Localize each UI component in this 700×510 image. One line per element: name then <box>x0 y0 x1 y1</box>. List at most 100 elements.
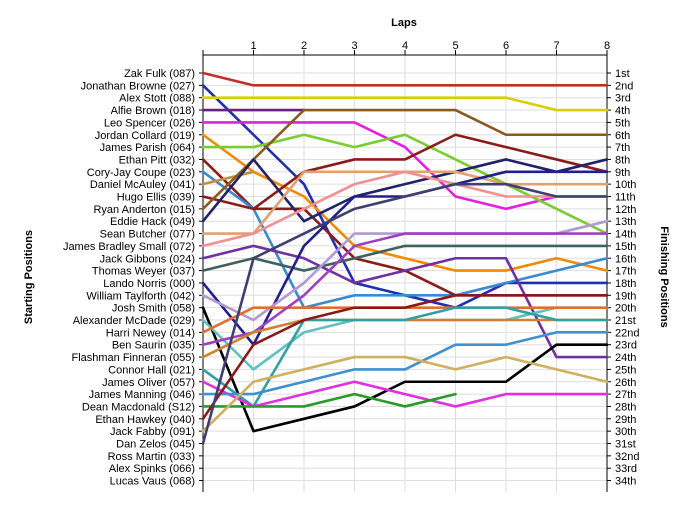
finishing-position-label: 18th <box>615 278 636 290</box>
finishing-position-label: 19th <box>615 290 636 302</box>
finishing-position-label: 1st <box>615 68 630 80</box>
starting-position-label: Ethan Pitt (032) <box>119 154 195 166</box>
finishing-position-label: 31st <box>615 439 636 451</box>
finishing-position-label: 22nd <box>615 327 639 339</box>
x-tick-labels: 1 2 3 4 5 6 7 8 <box>250 40 610 52</box>
finishing-position-label: 4th <box>615 105 630 117</box>
starting-position-label: James Oliver (057) <box>102 377 195 389</box>
finishing-position-label: 32nd <box>615 451 639 463</box>
starting-position-label: James Bradley Small (072) <box>63 241 195 253</box>
x-tick-label: 8 <box>604 40 610 52</box>
starting-position-label: Sean Butcher (077) <box>100 229 195 241</box>
starting-position-label: Connor Hall (021) <box>108 364 195 376</box>
driver-position-line <box>201 232 609 347</box>
finishing-position-label: 28th <box>615 401 636 413</box>
starting-position-label: Cory-Jay Coupe (023) <box>87 167 195 179</box>
starting-position-label: Ethan Hawkey (040) <box>95 414 195 426</box>
driver-position-line <box>201 71 609 87</box>
starting-position-label: Lando Norris (000) <box>103 278 195 290</box>
driver-position-line <box>201 306 609 433</box>
starting-position-label: Eddie Hack (049) <box>110 216 195 228</box>
starting-position-label: Alfie Brown (018) <box>111 105 195 117</box>
starting-position-label: Jack Gibbons (024) <box>100 253 195 265</box>
driver-position-line <box>201 355 609 433</box>
driver-position-line <box>201 170 609 309</box>
starting-position-label: Ben Saurin (035) <box>112 340 195 352</box>
driver-position-line <box>201 108 609 211</box>
driver-position-line <box>201 182 609 445</box>
driver-position-line <box>201 158 609 223</box>
driver-position-line <box>201 392 457 408</box>
x-tick-label: 6 <box>503 40 509 52</box>
starting-position-label: Jack Fabby (091) <box>110 426 195 438</box>
x-tick-label: 4 <box>402 40 408 52</box>
starting-position-label: Dean Macdonald (S12) <box>82 401 195 413</box>
finishing-position-label: 15th <box>615 241 636 253</box>
starting-position-label: William Taylforth (042) <box>86 290 195 302</box>
starting-position-label: Jonathan Browne (027) <box>81 80 195 92</box>
driver-position-line <box>201 293 609 421</box>
finishing-position-label: 20th <box>615 303 636 315</box>
driver-position-line <box>201 331 609 396</box>
starting-position-label: Alex Spinks (066) <box>109 463 195 475</box>
finishing-position-label: 25th <box>615 364 636 376</box>
finishing-position-label: 5th <box>615 117 630 129</box>
finishing-position-label: 11th <box>615 192 636 204</box>
finishing-position-label: 29th <box>615 414 636 426</box>
starting-position-label: Daniel McAuley (041) <box>90 179 195 191</box>
starting-position-label: Thomas Weyer (037) <box>92 266 195 278</box>
starting-position-label: Jordan Collard (019) <box>95 130 195 142</box>
x-tick-label: 2 <box>301 40 307 52</box>
starting-position-label: Alexander McDade (029) <box>73 315 195 327</box>
finishing-position-label: 7th <box>615 142 630 154</box>
finishing-position-label: 27th <box>615 389 636 401</box>
finishing-position-labels: 1st2nd3rd4th5th6th7th8th9th10th11th12th1… <box>615 68 639 488</box>
finishing-position-label: 16th <box>615 253 636 265</box>
finishing-position-label: 26th <box>615 377 636 389</box>
finishing-position-label: 17th <box>615 266 636 278</box>
x-tick-label: 3 <box>351 40 357 52</box>
finishing-position-label: 13th <box>615 216 636 228</box>
starting-position-labels: Zak Fulk (087)Jonathan Browne (027)Alex … <box>63 68 195 488</box>
starting-position-label: Hugo Ellis (039) <box>117 192 195 204</box>
finishing-position-label: 12th <box>615 204 636 216</box>
starting-position-label: Ross Martin (033) <box>108 451 195 463</box>
starting-position-label: Flashman Finneran (055) <box>71 352 195 364</box>
driver-position-line <box>201 170 609 248</box>
finishing-position-label: 10th <box>615 179 636 191</box>
x-tick-label: 1 <box>250 40 256 52</box>
driver-position-line <box>201 133 609 211</box>
driver-position-line <box>201 244 609 272</box>
left-axis-title: Starting Positions <box>23 230 35 324</box>
finishing-position-label: 30th <box>615 426 636 438</box>
series-lines <box>201 71 609 445</box>
x-tick-label: 7 <box>553 40 559 52</box>
finishing-position-label: 23rd <box>615 340 637 352</box>
right-axis-title: Finishing Positions <box>658 226 670 327</box>
finishing-position-label: 8th <box>615 154 630 166</box>
x-axis-title: Laps <box>391 17 417 29</box>
starting-position-label: Ryan Anderton (015) <box>93 204 195 216</box>
driver-position-line <box>201 96 609 112</box>
finishing-position-label: 33rd <box>615 463 637 475</box>
finishing-position-label: 21st <box>615 315 636 327</box>
finishing-position-label: 6th <box>615 130 630 142</box>
finishing-position-label: 3rd <box>615 93 631 105</box>
starting-position-label: Dan Zelos (045) <box>116 439 195 451</box>
starting-position-label: Zak Fulk (087) <box>124 68 195 80</box>
driver-position-line <box>201 170 255 186</box>
driver-position-line <box>201 380 609 408</box>
starting-position-label: Leo Spencer (026) <box>104 117 195 129</box>
starting-position-label: Alex Stott (088) <box>119 93 195 105</box>
finishing-position-label: 9th <box>615 167 630 179</box>
starting-position-label: Harri Newey (014) <box>106 327 195 339</box>
x-tick-label: 5 <box>452 40 458 52</box>
finishing-position-label: 24th <box>615 352 636 364</box>
finishing-position-label: 2nd <box>615 80 633 92</box>
starting-position-label: Lucas Vaus (068) <box>110 476 195 488</box>
finishing-position-label: 14th <box>615 229 636 241</box>
starting-position-label: James Manning (046) <box>89 389 195 401</box>
starting-position-label: James Parish (064) <box>100 142 195 154</box>
starting-position-label: Josh Smith (058) <box>112 303 195 315</box>
